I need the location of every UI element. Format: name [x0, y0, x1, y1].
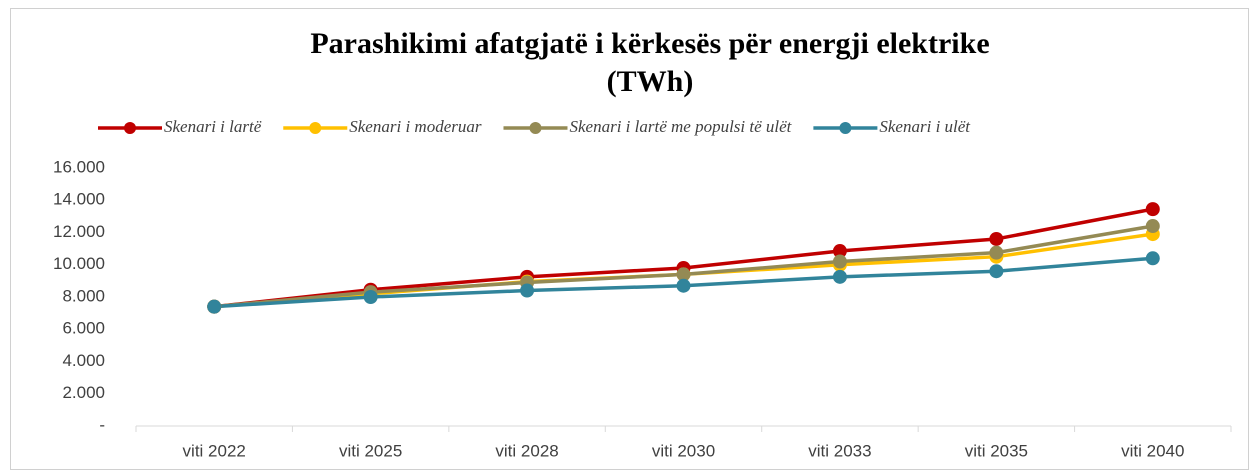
x-tick-label: viti 2030	[652, 441, 715, 460]
legend-label: Skenari i lartë me populsi të ulët	[569, 117, 792, 136]
y-tick-label: 8.000	[62, 286, 105, 305]
y-tick-label: 16.000	[53, 157, 105, 176]
chart-title: (TWh)	[607, 65, 694, 98]
series-marker	[832, 244, 847, 259]
legend-marker	[839, 122, 852, 134]
x-tick-label: viti 2025	[339, 441, 402, 460]
x-tick-label: viti 2033	[808, 441, 871, 460]
series-marker	[676, 267, 691, 282]
series-marker	[989, 245, 1004, 260]
series-marker	[989, 264, 1004, 279]
x-tick-label: viti 2035	[965, 441, 1028, 460]
x-tick-label: viti 2022	[183, 441, 246, 460]
y-tick-label: 2.000	[62, 383, 105, 402]
chart-frame	[10, 8, 1249, 470]
x-tick-label: viti 2040	[1121, 441, 1184, 460]
legend-label: Skenari i ulët	[879, 117, 971, 136]
legend-label: Skenari i moderuar	[349, 117, 482, 136]
legend-marker	[309, 122, 322, 134]
y-tick-label: 12.000	[53, 222, 105, 241]
y-tick-label: -	[99, 415, 105, 434]
series-marker	[1145, 219, 1160, 234]
legend-label: Skenari i lartë	[164, 117, 262, 136]
x-tick-label: viti 2028	[495, 441, 558, 460]
series-marker	[363, 290, 378, 304]
series-marker	[207, 299, 222, 314]
y-tick-label: 14.000	[53, 190, 105, 209]
series-marker	[676, 278, 691, 293]
series-marker	[832, 269, 847, 284]
y-tick-label: 6.000	[62, 319, 105, 338]
series-marker	[520, 283, 535, 298]
legend-marker	[529, 122, 542, 134]
y-tick-label: 10.000	[53, 254, 105, 273]
series-marker	[832, 254, 847, 269]
series-marker	[989, 231, 1004, 246]
y-tick-label: 4.000	[62, 351, 105, 370]
chart-title: Parashikimi afatgjatë i kërkesës për ene…	[310, 27, 989, 60]
legend-marker	[124, 122, 136, 134]
series-marker	[1145, 251, 1160, 266]
series-marker	[1145, 202, 1160, 217]
